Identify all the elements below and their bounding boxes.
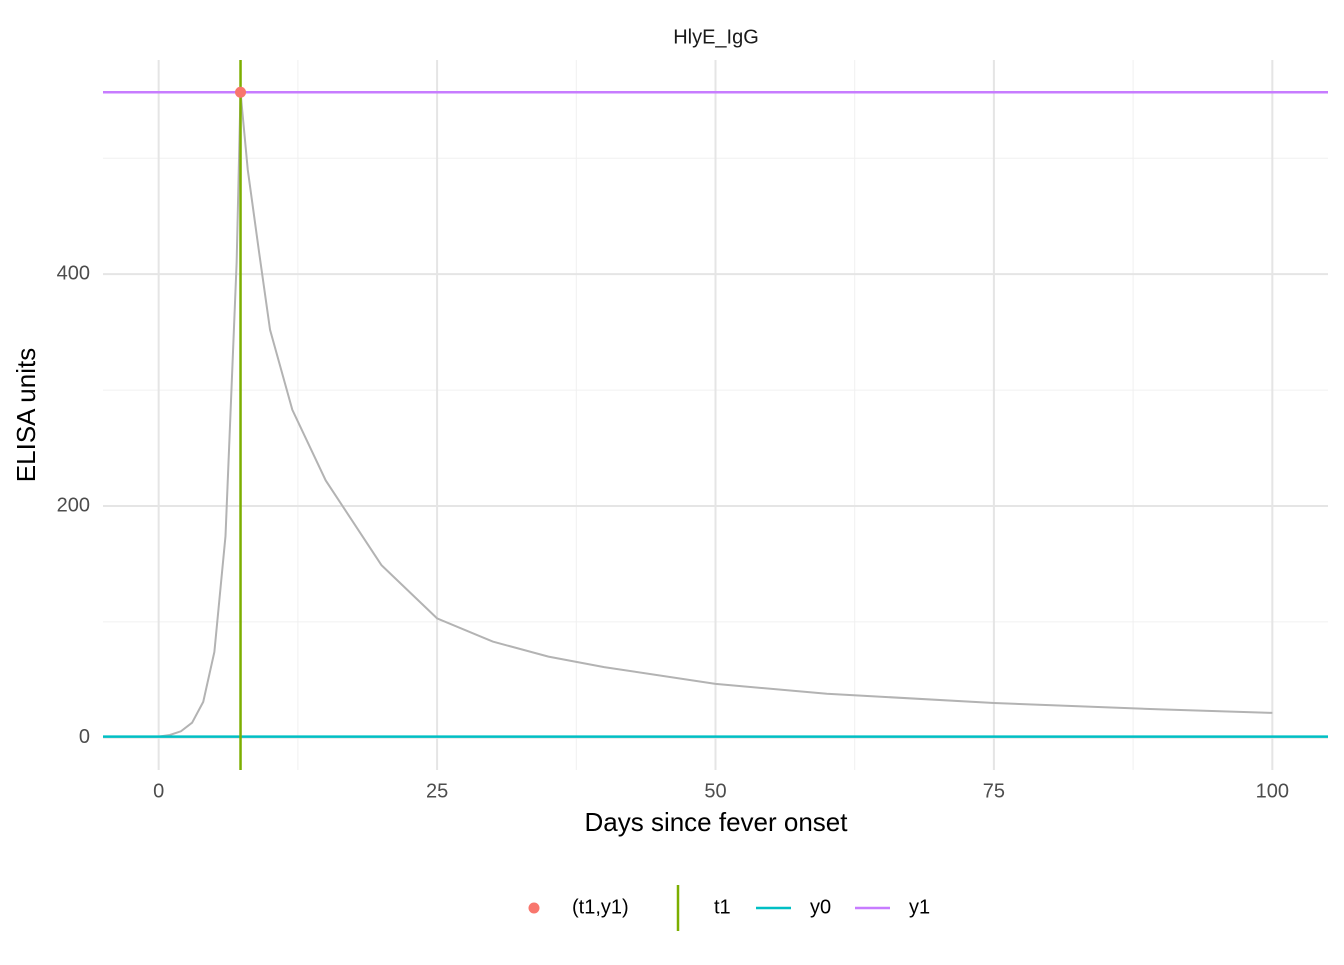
point	[235, 86, 247, 98]
legend-label: (t1,y1)	[572, 896, 629, 918]
legend-label: y1	[909, 896, 930, 918]
curve	[158, 92, 1273, 738]
legend-key	[528, 902, 540, 914]
y-tick-label: 200	[57, 494, 90, 516]
y-tick-label: 0	[79, 726, 90, 748]
y-tick-label: 400	[57, 262, 90, 284]
x-tick-label: 100	[1256, 780, 1289, 802]
legend-label: t1	[714, 896, 731, 918]
legend-label: y0	[810, 896, 831, 918]
chart-title: HlyE_IgG	[673, 26, 759, 48]
x-tick-label: 75	[983, 780, 1005, 802]
x-axis-label: Days since fever onset	[584, 807, 848, 837]
x-tick-label: 25	[426, 780, 448, 802]
y-axis-label: ELISA units	[11, 348, 41, 482]
x-tick-label: 50	[704, 780, 726, 802]
x-tick-label: 0	[153, 780, 164, 802]
